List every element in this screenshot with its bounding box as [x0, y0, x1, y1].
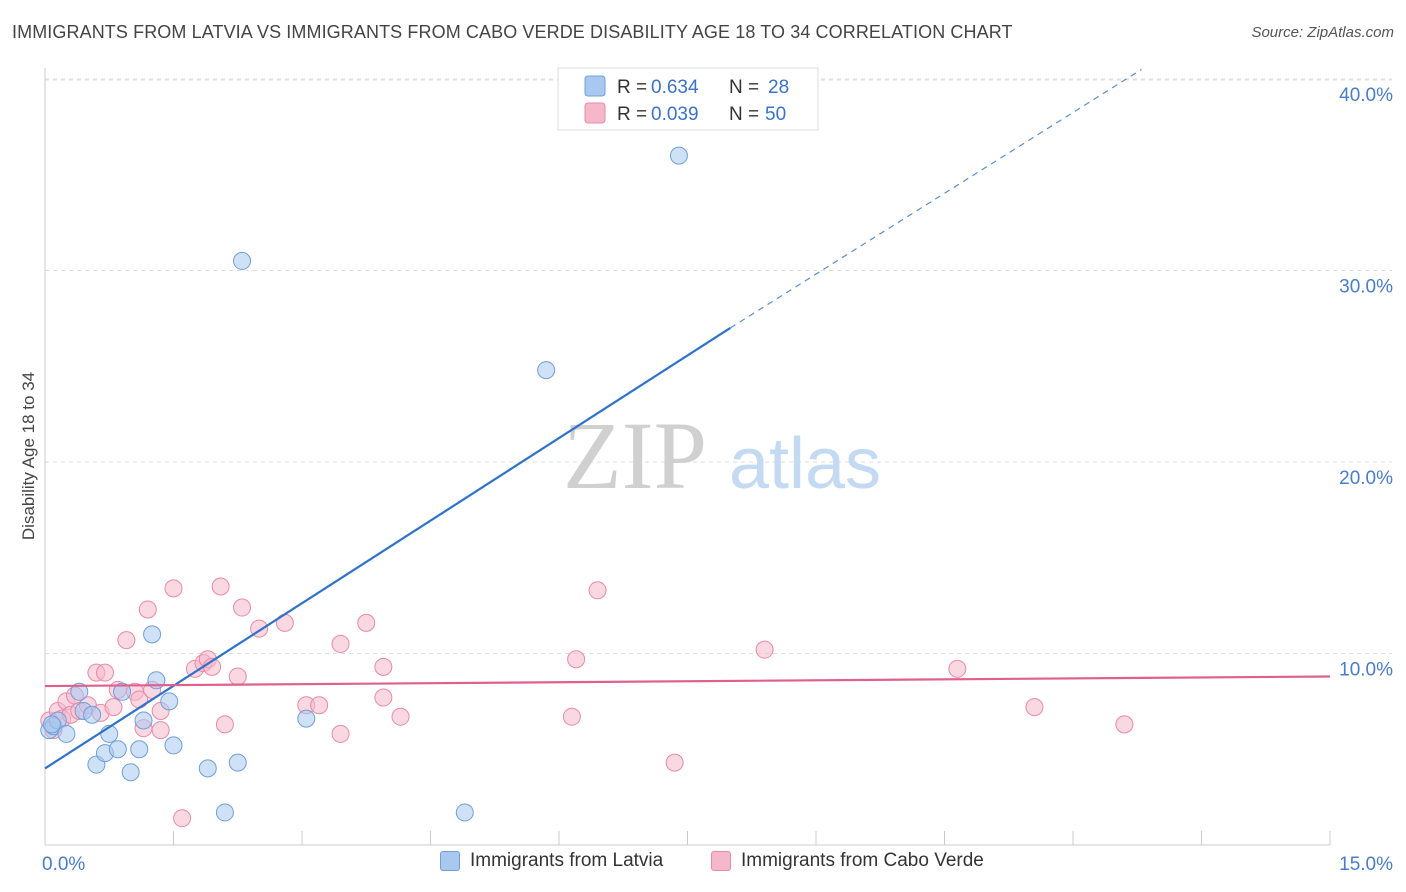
cabo-verde-point [233, 598, 252, 617]
latvia-point [537, 361, 556, 380]
legend-cabo-verde-n-value: 50 [765, 104, 786, 125]
y-tick-label: 10.0% [1339, 660, 1393, 681]
cabo-verde-point [755, 640, 774, 659]
cabo-verde-point [117, 631, 136, 650]
latvia-point [228, 753, 247, 772]
legend-cabo-verde-n-label: N = [729, 104, 759, 125]
legend-label-cabo-verde: Immigrants from Cabo Verde [741, 850, 984, 871]
legend-item-cabo-verde: Immigrants from Cabo Verde [711, 850, 984, 872]
latvia-trend-line [44, 327, 731, 770]
legend-cabo-verde-r-label: R = [617, 104, 647, 125]
cabo-verde-point [588, 581, 607, 600]
cabo-verde-point [228, 667, 247, 686]
y-tick-label: 20.0% [1339, 468, 1393, 489]
x-tick-label-min: 0.0% [42, 854, 85, 875]
latvia-point [215, 803, 234, 822]
cabo-verde-point [374, 688, 393, 707]
latvia-point [164, 736, 183, 755]
cabo-verde-point [215, 715, 234, 734]
legend-swatch-cabo-verde [711, 851, 731, 871]
series-cabo-verde-points [40, 577, 1134, 828]
cabo-verde-point [562, 707, 581, 726]
cabo-verde-point [331, 724, 350, 743]
legend-latvia-n-label: N = [729, 77, 759, 98]
cabo-verde-point [1025, 698, 1044, 717]
legend-bottom: Immigrants from Latvia Immigrants from C… [0, 850, 1406, 880]
latvia-point [198, 759, 217, 778]
latvia-point [57, 724, 76, 743]
watermark-zip: ZIP [563, 402, 707, 509]
latvia-point [669, 146, 688, 165]
x-tick-label-max: 15.0% [1339, 854, 1393, 875]
cabo-verde-point [173, 809, 192, 828]
latvia-point [42, 715, 61, 734]
cabo-verde-trend-line [44, 675, 1331, 688]
cabo-verde-point [104, 698, 123, 717]
cabo-verde-point [331, 634, 350, 653]
trend-lines [44, 68, 1331, 770]
cabo-verde-point [357, 613, 376, 632]
cabo-verde-point [164, 579, 183, 598]
chart-title: IMMIGRANTS FROM LATVIA VS IMMIGRANTS FRO… [12, 22, 1013, 42]
x-tick-labels: 0.0% 15.0% [42, 854, 1393, 875]
cabo-verde-point [665, 753, 684, 772]
latvia-point [455, 803, 474, 822]
cabo-verde-point [948, 659, 967, 678]
legend-latvia-r-value: 0.634 [651, 77, 699, 98]
legend-latvia-swatch [584, 75, 606, 97]
cabo-verde-point [138, 600, 157, 619]
legend-latvia-n-value: 28 [768, 77, 789, 98]
latvia-point [233, 251, 252, 270]
legend-label-latvia: Immigrants from Latvia [470, 850, 664, 871]
cabo-verde-point [95, 663, 114, 682]
latvia-point [121, 763, 140, 782]
cabo-verde-point [310, 696, 329, 715]
cabo-verde-point [1115, 715, 1134, 734]
latvia-point [70, 682, 89, 701]
legend-swatch-latvia [440, 851, 460, 871]
latvia-point [113, 682, 132, 701]
cabo-verde-point [151, 721, 170, 740]
watermark-atlas: atlas [729, 424, 881, 504]
legend-latvia-r-label: R = [617, 77, 647, 98]
y-axis-label: Disability Age 18 to 34 [19, 372, 38, 540]
source-label: Source: ZipAtlas.com [1251, 24, 1394, 41]
legend-item-latvia: Immigrants from Latvia [440, 850, 663, 872]
cabo-verde-point [211, 577, 230, 596]
latvia-point [143, 625, 162, 644]
latvia-point [108, 740, 127, 759]
cabo-verde-point [374, 657, 393, 676]
legend-top: R = 0.634 N = 28 R = 0.039 N = 50 [557, 67, 819, 131]
y-tick-labels: 10.0% 20.0% 30.0% 40.0% [1339, 85, 1393, 681]
latvia-trend-extension [730, 68, 1142, 329]
latvia-point [160, 692, 179, 711]
latvia-point [130, 740, 149, 759]
latvia-point [83, 705, 102, 724]
cabo-verde-point [391, 707, 410, 726]
legend-cabo-verde-swatch [584, 102, 606, 124]
grid-lines [45, 78, 1392, 654]
latvia-point [134, 711, 153, 730]
y-tick-label: 40.0% [1339, 85, 1393, 106]
legend-cabo-verde-r-value: 0.039 [651, 104, 699, 125]
series-latvia-points [40, 146, 688, 822]
y-tick-label: 30.0% [1339, 277, 1393, 298]
latvia-point [297, 709, 316, 728]
cabo-verde-point [567, 650, 586, 669]
